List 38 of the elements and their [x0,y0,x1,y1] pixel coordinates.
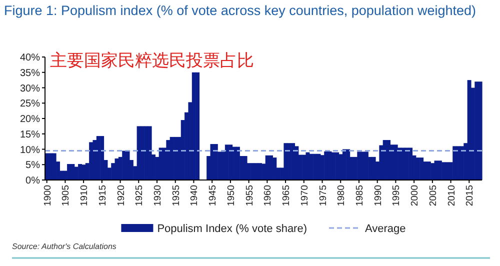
y-tick-label: 10% [20,144,40,156]
legend-label: Populism Index (% vote share) [157,223,308,235]
x-tick-label: 1900 [42,185,54,206]
y-tick-label: 15% [20,129,40,140]
y-tick-label: 0% [26,176,40,186]
x-tick-label: 1915 [97,185,108,206]
x-tick-label: 1995 [391,185,402,206]
y-tick-label: 35% [20,68,40,79]
x-tick-label: 1905 [60,185,72,206]
y-tick-label: 25% [20,98,40,110]
x-tick-label: 1920 [116,185,127,206]
x-tick-label: 2000 [410,185,421,206]
x-tick-label: 1960 [262,185,274,206]
x-tick-label: 1990 [372,185,384,206]
x-tick-label: 1950 [226,185,237,206]
y-tick-label: 40% [20,52,40,64]
x-tick-label: 1945 [208,185,219,206]
x-tick-label: 1985 [354,185,366,206]
chart-title: Figure 1: Populism index (% of vote across key countries, population weighted) [4,3,476,18]
x-tick-label: 1930 [152,185,164,206]
y-tick-label: 30% [20,83,40,94]
x-tick-label: 1980 [336,185,348,206]
x-tick-label: 1940 [189,185,200,206]
y-tick-label: 20% [20,114,40,125]
legend-label: Average [365,223,406,235]
y-tick-label: 5% [26,160,40,172]
x-tick-label: 1965 [281,185,292,206]
x-tick-label: 1975 [318,185,329,206]
source-note: Source: Author's Calculations [12,242,116,251]
x-tick-label: 1910 [79,185,90,206]
x-tick-label: 1955 [244,185,256,206]
x-tick-label: 2005 [428,185,439,206]
x-tick-label: 1970 [299,185,310,206]
chart-subtitle: 主要国家民粹选民投票占比 [50,51,254,70]
x-tick-label: 1925 [134,185,146,206]
x-tick-label: 2010 [446,185,458,206]
x-tick-label: 1935 [170,185,182,206]
x-tick-label: 2015 [464,185,476,206]
